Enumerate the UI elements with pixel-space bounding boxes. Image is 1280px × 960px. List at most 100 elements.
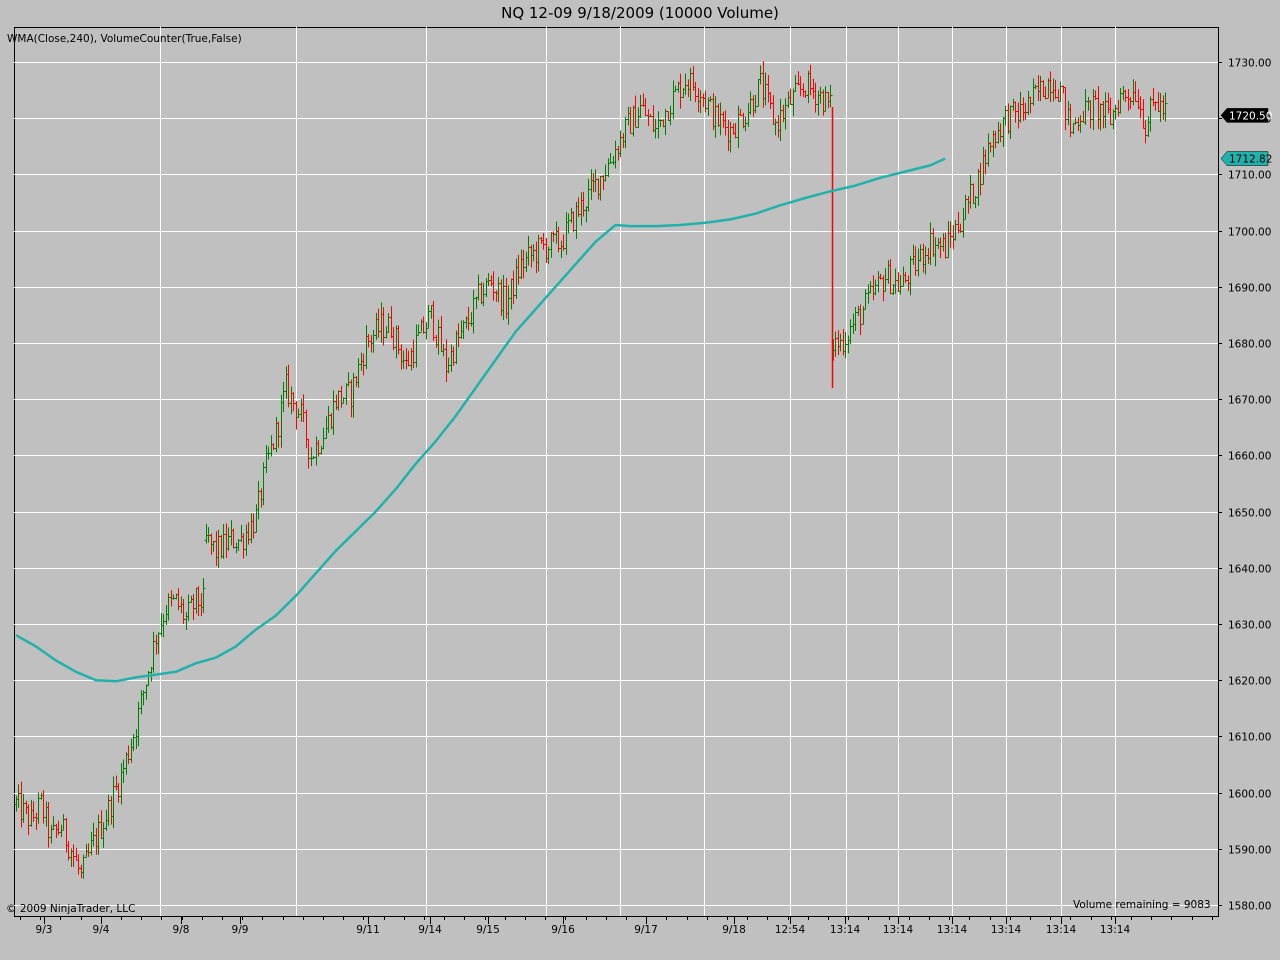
- ohlc-bar-up: [1091, 89, 1096, 131]
- ohlc-bar-down: [276, 421, 281, 448]
- ohlc-bar-down: [421, 316, 426, 334]
- ohlc-bar-up: [1103, 92, 1108, 129]
- ohlc-bar-down: [1138, 96, 1143, 119]
- ohlc-bar-down: [731, 123, 736, 135]
- ohlc-bar-down: [76, 854, 81, 875]
- ohlc-bar-up: [184, 611, 189, 631]
- indicator-label: WMA(Close,240), VolumeCounter(True,False…: [7, 33, 242, 45]
- ohlc-bar-up: [519, 249, 524, 280]
- ohlc-bar-up: [364, 325, 369, 370]
- ohlc-bar-down: [1063, 87, 1068, 131]
- ohlc-bar-down: [591, 173, 596, 193]
- ohlc-bar-down: [643, 98, 648, 116]
- ohlc-bar-up: [221, 523, 226, 559]
- ohlc-bar-up: [598, 175, 603, 201]
- y-tick-label: 1680.00: [1228, 339, 1271, 351]
- ohlc-bar-up: [908, 255, 913, 296]
- y-tick-label: 1600.00: [1228, 789, 1271, 801]
- ohlc-bar-up: [618, 130, 623, 158]
- y-tick-label: 1670.00: [1228, 395, 1271, 407]
- ohlc-bar-up: [139, 690, 144, 715]
- ohlc-bar-up: [986, 133, 991, 167]
- ohlc-bar-down: [404, 348, 409, 370]
- ohlc-bar-up: [608, 153, 613, 164]
- ohlc-bar-up: [229, 520, 234, 546]
- ohlc-bar-down: [811, 78, 816, 99]
- ohlc-bar-up: [996, 121, 1001, 144]
- ohlc-bar-down: [286, 364, 291, 408]
- ohlc-bar-up: [756, 79, 761, 107]
- last-price-badge: 1720.50: [1220, 108, 1272, 123]
- ohlc-bar-up: [326, 406, 331, 433]
- ohlc-bar-down: [693, 81, 698, 103]
- ohlc-bar-up: [728, 121, 733, 153]
- ohlc-bar-down: [983, 149, 988, 175]
- plot-area-frame: [14, 27, 1219, 917]
- ohlc-bar-up: [324, 416, 329, 439]
- copyright-notice: © 2009 NinjaTrader, LLC: [6, 903, 136, 915]
- ohlc-bar-up: [818, 86, 823, 104]
- ohlc-bar-up: [351, 372, 356, 418]
- ohlc-bar-up: [1031, 78, 1036, 106]
- ohlc-bar-up: [923, 246, 928, 275]
- ohlc-bar-up: [129, 738, 134, 763]
- ohlc-bar-up: [144, 684, 149, 700]
- x-tick-label: 9/9: [232, 924, 249, 936]
- ohlc-bar-up: [416, 324, 421, 336]
- ohlc-bar-up: [566, 213, 571, 234]
- ohlc-bar-down: [46, 802, 51, 848]
- ohlc-bar-down: [1043, 86, 1048, 100]
- ohlc-bar-up: [156, 632, 161, 655]
- ohlc-bar-up: [226, 527, 231, 551]
- wma-line: [15, 157, 946, 683]
- ohlc-bar-down: [1061, 85, 1066, 94]
- ohlc-bar-up: [631, 105, 636, 137]
- ohlc-bar-down: [1028, 96, 1033, 114]
- ohlc-bar-up: [946, 221, 951, 258]
- ohlc-bar-down: [521, 249, 526, 279]
- ohlc-bar-down: [246, 522, 251, 545]
- ohlc-bar-down: [259, 488, 264, 508]
- ohlc-bar-down: [504, 277, 509, 319]
- ohlc-bar-down: [978, 163, 983, 196]
- ohlc-bar-up: [961, 207, 966, 238]
- ohlc-bar-up: [963, 194, 968, 220]
- ohlc-bar-down: [466, 307, 471, 331]
- ohlc-bar-down: [1161, 95, 1166, 120]
- ohlc-bar-up: [876, 271, 881, 293]
- ohlc-bar-down: [826, 92, 831, 109]
- ohlc-bar-down: [26, 804, 31, 836]
- ohlc-bar-up: [454, 330, 459, 365]
- ohlc-bar-down: [1133, 81, 1138, 102]
- ohlc-bar-up: [791, 88, 796, 117]
- ohlc-bar-up: [124, 752, 129, 775]
- ohlc-bar-up: [848, 319, 853, 345]
- ohlc-bar-down: [534, 241, 539, 274]
- ohlc-bar-down: [761, 61, 766, 108]
- ohlc-bar-up: [886, 260, 891, 284]
- ohlc-bar-up: [901, 266, 906, 287]
- ohlc-bar-up: [953, 219, 958, 241]
- ohlc-bar-up: [1011, 98, 1016, 111]
- ohlc-bar-down: [399, 344, 404, 370]
- ohlc-bar-up: [49, 824, 54, 844]
- ohlc-bar-up: [356, 358, 361, 388]
- ohlc-bar-up: [284, 366, 289, 400]
- ohlc-bar-up: [186, 594, 191, 621]
- ohlc-bar-down: [94, 827, 99, 855]
- ohlc-bar-up: [526, 235, 531, 266]
- x-tick-label: 9/17: [634, 924, 658, 936]
- ohlc-bar-up: [151, 631, 156, 673]
- ohlc-bar-up: [574, 201, 579, 240]
- ohlc-bar-up: [1046, 78, 1051, 99]
- ohlc-bar-up: [424, 322, 429, 340]
- ohlc-bar-up: [579, 192, 584, 226]
- ohlc-bar-up: [586, 179, 591, 212]
- ohlc-bar-up: [194, 587, 199, 614]
- ohlc-bar-down: [354, 376, 359, 387]
- ohlc-bar-down: [711, 93, 716, 131]
- ohlc-bar-up: [204, 523, 209, 544]
- ohlc-bar-up: [216, 529, 221, 568]
- ohlc-bar-down: [1101, 101, 1106, 129]
